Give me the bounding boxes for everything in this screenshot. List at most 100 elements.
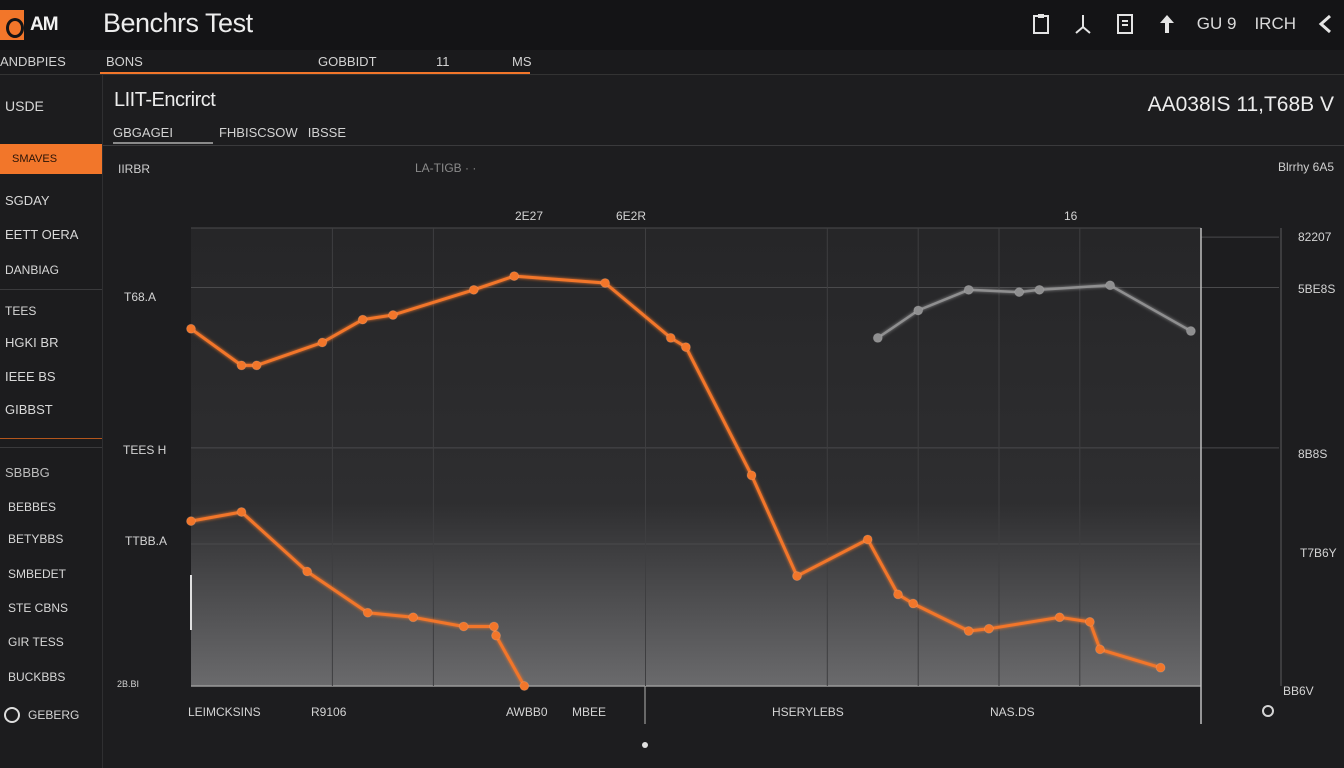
title-bar: AM Benchrs Test GU 9 IRCH <box>0 0 1344 51</box>
x-tick-label: LEIMCKSINS <box>188 705 261 719</box>
sidebar-item-smbedet[interactable]: SMBEDET <box>8 567 67 581</box>
sidebar-header: USDE <box>5 98 44 114</box>
data-point[interactable] <box>746 470 757 481</box>
tab-bons[interactable]: BONS <box>106 54 143 69</box>
divider <box>0 74 1344 75</box>
clipboard-icon[interactable] <box>1029 10 1053 38</box>
data-point[interactable] <box>317 337 328 348</box>
data-point[interactable] <box>236 506 247 517</box>
sidebar-item-danbiag[interactable]: DANBIAG <box>5 263 60 277</box>
data-point[interactable] <box>519 681 530 691</box>
data-point[interactable] <box>186 516 196 527</box>
grid-lines <box>190 227 1282 724</box>
data-point[interactable] <box>872 332 883 343</box>
data-point[interactable] <box>1034 284 1045 295</box>
sidebar-item-hgki-br[interactable]: HGKI BR <box>5 335 59 350</box>
sidebar-item-buckbbs[interactable]: BUCKBBS <box>8 670 66 684</box>
zoom-icon[interactable] <box>1262 705 1274 717</box>
data-point[interactable] <box>388 310 398 321</box>
data-point[interactable] <box>862 534 873 545</box>
data-point[interactable] <box>251 360 262 371</box>
data-point[interactable] <box>908 598 919 609</box>
sidebar-item-ste-cbns[interactable]: STE CBNS <box>8 601 69 615</box>
y-tick-label-right: T7B6Y <box>1300 546 1337 560</box>
app-title: Benchrs Test <box>103 8 253 38</box>
sidebar-item-bebbes[interactable]: BEBBES <box>8 500 57 514</box>
data-point[interactable] <box>489 621 499 632</box>
share-icon[interactable] <box>1071 10 1095 38</box>
y-tick-label-right: 5BE8S <box>1298 282 1335 296</box>
panel-title: LIIT-Encrirct <box>114 89 216 111</box>
data-point[interactable] <box>1084 616 1095 627</box>
data-point[interactable] <box>983 623 994 634</box>
tab-fhbiscsow[interactable]: FHBISCSOW <box>218 125 298 140</box>
data-point[interactable] <box>491 630 502 641</box>
search-icon <box>4 707 20 723</box>
data-point[interactable] <box>357 314 368 325</box>
sidebar-footer-label: GEBERG <box>28 708 80 722</box>
tab-gbgagei[interactable]: GBGAGEI <box>113 125 213 144</box>
tab-gobbidt[interactable]: GOBBIDT <box>318 54 377 69</box>
summary-stat: AA038IS 11,T68B V <box>1147 93 1334 116</box>
data-point[interactable] <box>963 284 974 295</box>
data-point[interactable] <box>1054 612 1065 623</box>
data-point[interactable] <box>362 607 373 618</box>
series-line <box>189 274 1163 670</box>
sidebar-divider <box>0 447 102 448</box>
top-annotation: 16 <box>1064 209 1078 223</box>
active-tab-indicator <box>100 72 530 75</box>
sidebar-item-gir-tess[interactable]: GIR TESS <box>8 635 64 649</box>
data-point[interactable] <box>1155 662 1166 673</box>
tab-11[interactable]: 11 <box>436 54 450 69</box>
sidebar-divider <box>0 438 102 439</box>
data-point[interactable] <box>1014 287 1025 298</box>
back-arrow-icon[interactable] <box>1314 10 1338 38</box>
data-point[interactable] <box>913 305 924 316</box>
sidebar-item-smaves[interactable]: SMAVES <box>0 144 102 174</box>
sidebar-item-betybbs[interactable]: BETYBBS <box>8 532 64 546</box>
data-point[interactable] <box>1105 280 1116 291</box>
data-point[interactable] <box>509 271 520 282</box>
sidebar-item-eett-oera[interactable]: EETT OERA <box>5 227 79 242</box>
data-point[interactable] <box>600 277 611 288</box>
legend-right: Blrrhy 6A5 <box>1277 160 1334 174</box>
app-logo[interactable]: AM <box>0 10 59 40</box>
legend-left: IIRBR <box>118 162 151 176</box>
plot-area <box>191 228 1201 686</box>
data-point[interactable] <box>468 284 479 295</box>
data-point[interactable] <box>186 323 196 334</box>
data-point[interactable] <box>458 621 469 632</box>
data-point[interactable] <box>236 360 247 371</box>
sidebar-item-sbbbg[interactable]: SBBBG <box>5 465 50 480</box>
sidebar-item-gibbst[interactable]: GIBBST <box>5 402 53 417</box>
data-point[interactable] <box>680 342 691 353</box>
sidebar-footer[interactable]: GEBERG <box>4 707 79 723</box>
sidebar-item-tees[interactable]: TEES <box>5 304 37 318</box>
data-point[interactable] <box>1185 326 1196 337</box>
document-icon[interactable] <box>1113 10 1137 38</box>
data-point[interactable] <box>665 332 676 343</box>
pin-icon[interactable] <box>1155 10 1179 38</box>
axis-labels: 2E27 6E2R 16 T68.A TEES H TTBB.A 2B.BI 82207 5BE… <box>117 209 1337 719</box>
y-tick-label: 2B.BI <box>117 679 139 689</box>
data-point[interactable] <box>302 566 313 577</box>
workspace-label: ANDBPIES <box>0 54 66 69</box>
data-point[interactable] <box>1095 644 1105 655</box>
tab-ibsse[interactable]: IBSSE <box>307 125 346 140</box>
data-point[interactable] <box>408 612 419 623</box>
header-tool-label[interactable]: GU 9 <box>1196 14 1237 33</box>
data-point[interactable] <box>792 571 802 582</box>
scroll-dot[interactable] <box>642 742 648 748</box>
y-tick-label-right: 8B8S <box>1298 447 1327 461</box>
data-point[interactable] <box>963 626 974 637</box>
sidebar-item-ieee-bs[interactable]: IEEE BS <box>5 369 56 384</box>
y-tick-label: T68.A <box>124 290 156 304</box>
data-point[interactable] <box>893 589 903 600</box>
y-tick-label-right: 82207 <box>1298 230 1332 244</box>
y-tick-label: TEES H <box>123 443 166 457</box>
divider <box>103 145 1344 146</box>
sidebar-item-sgday[interactable]: SGDAY <box>5 193 50 208</box>
header-tool-label[interactable]: IRCH <box>1254 14 1296 33</box>
tab-ms[interactable]: MS <box>512 54 532 69</box>
